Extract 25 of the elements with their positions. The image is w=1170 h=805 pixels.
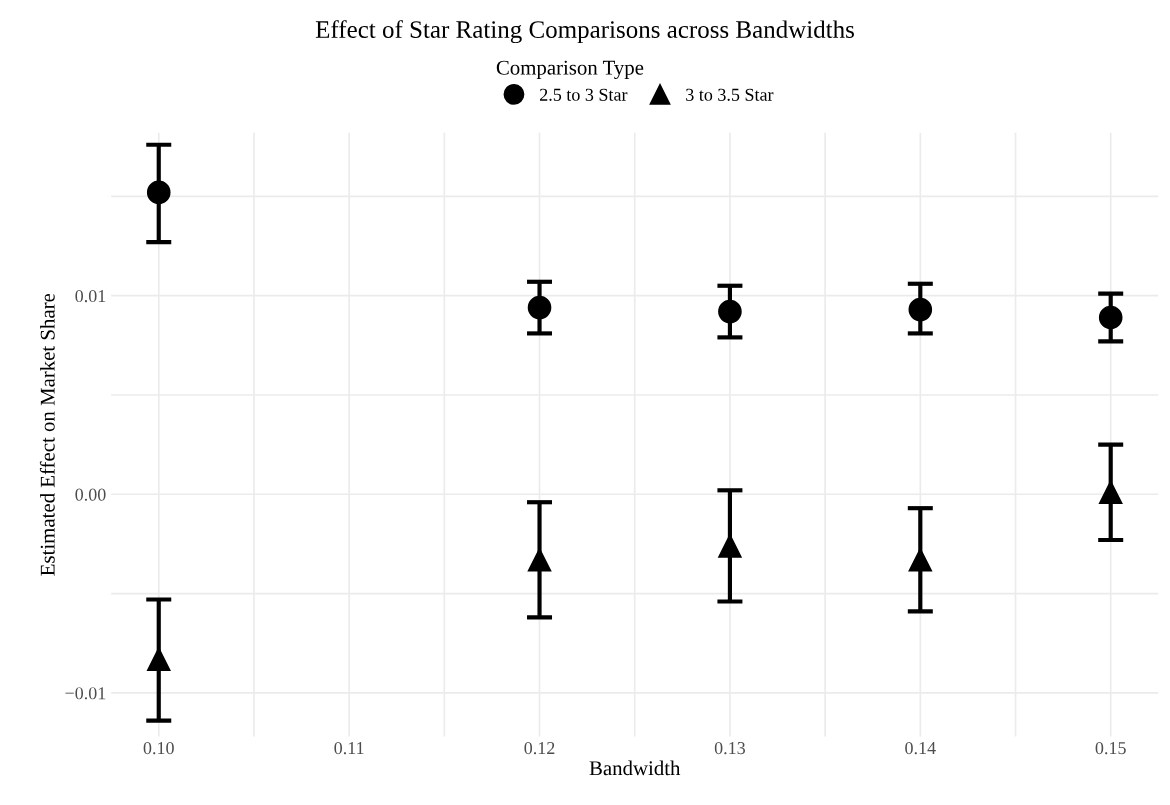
y-tick-label: 0.01 xyxy=(75,289,106,303)
point xyxy=(1098,480,1123,505)
point xyxy=(718,534,742,558)
point xyxy=(527,548,552,572)
chart-title: Effect of Star Rating Comparisons across Bandwidths xyxy=(315,20,854,44)
legend-label: 3 to 3.5 Star xyxy=(686,88,774,101)
point xyxy=(908,548,933,572)
point xyxy=(908,297,933,322)
y-tick-label: 0.00 xyxy=(75,488,106,501)
point xyxy=(146,647,171,671)
x-tick-label: 0.11 xyxy=(334,741,364,755)
y-tick-label: −0.01 xyxy=(65,687,106,700)
point xyxy=(146,180,171,205)
legend-title: Comparison Type xyxy=(496,60,644,79)
x-tick-label: 0.10 xyxy=(143,741,174,755)
y-axis-title: Estimated Effect on Market Share xyxy=(39,293,55,576)
x-tick-label: 0.12 xyxy=(524,741,555,755)
point xyxy=(718,299,742,324)
x-axis-title: Bandwidth xyxy=(589,760,681,776)
point xyxy=(527,295,552,320)
x-tick-label: 0.15 xyxy=(1095,741,1126,755)
legend-label: 2.5 to 3 Star xyxy=(540,88,628,101)
x-tick-label: 0.13 xyxy=(714,741,746,755)
x-tick-label: 0.14 xyxy=(905,741,936,755)
point xyxy=(1098,305,1123,330)
